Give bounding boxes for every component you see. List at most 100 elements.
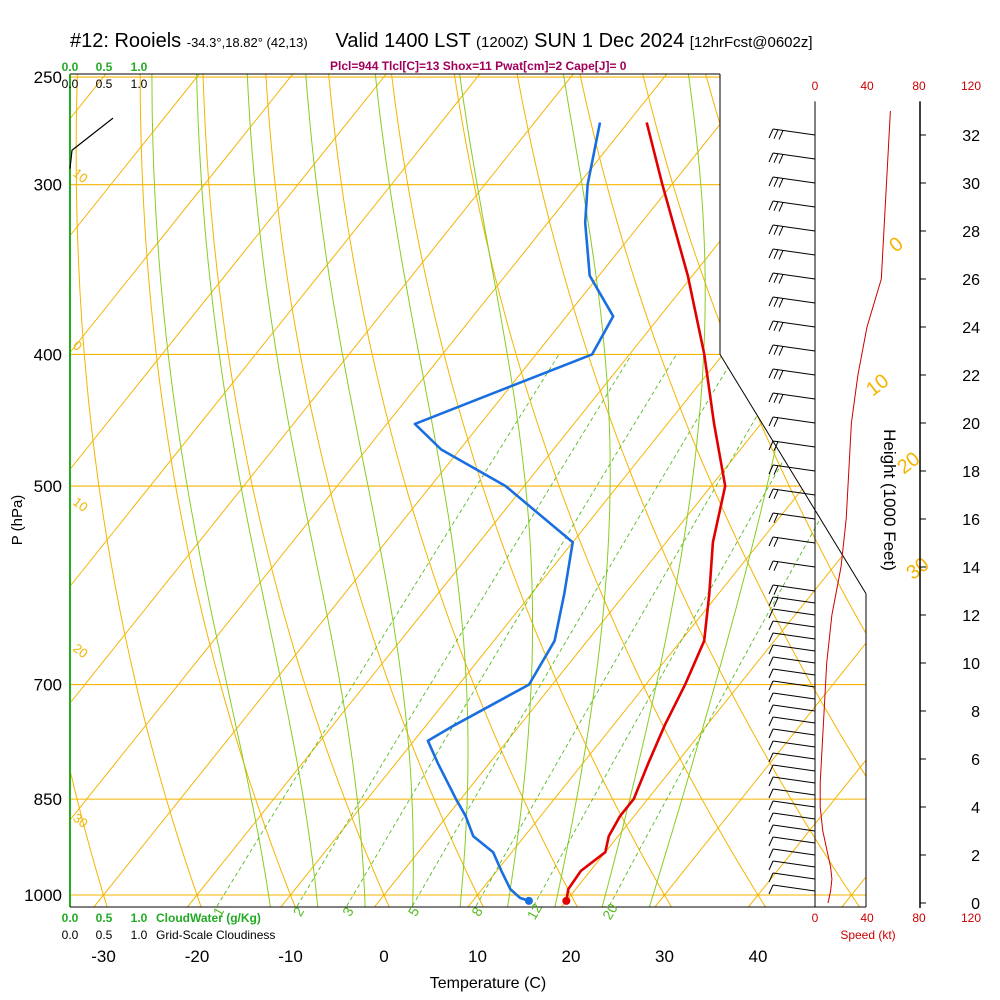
speed-tick-bottom: 40 [860,911,874,925]
speed-tick-top: 40 [860,79,874,93]
speed-tick-top: 120 [961,79,981,93]
wind-barb [768,656,816,667]
height-tick-label: 8 [971,704,980,721]
wind-barb [768,224,816,236]
height-tick-label: 24 [962,320,980,337]
moist-adiabat [372,74,469,907]
mixing-ratio-line [209,354,560,907]
wind-barb [768,764,816,775]
speed-tick-bottom: 120 [961,911,981,925]
isotherm-line [70,74,217,907]
pressure-tick-label: 700 [34,676,62,695]
dry-adiabat [201,74,395,907]
height-tick-label: 16 [962,512,980,529]
pressure-tick-label: 500 [34,477,62,496]
moist-adiabat [303,74,414,907]
wind-barb [768,560,816,571]
cloudwater-tick-bottom: 0.0 [62,911,79,925]
height-tick-label: 10 [962,656,980,673]
temperature-tick-label: 40 [749,947,768,966]
dry-adiabat [70,74,112,907]
isotherm-line [0,53,29,918]
station-name: #12: Rooiels [70,30,182,52]
isotherm-label: 30 [902,553,933,584]
wind-barb [768,488,816,499]
pressure-tick-label: 400 [34,345,62,364]
wind-barb [768,788,816,799]
speed-tick-top: 80 [912,79,926,93]
wind-barb [768,644,816,655]
mixing-ratio-label: 3 [339,904,357,919]
mixing-ratio-label: 5 [405,904,423,919]
dry-adiabat [139,74,301,907]
temperature-tick-label: 30 [655,947,674,966]
mixing-ratio-line [289,354,632,907]
cloudiness-tick-top: 1.0 [131,77,148,91]
cloudwater-tick-top: 0.0 [62,60,79,74]
isotherm-line [84,74,778,907]
adiabat-label: 10 [70,494,91,515]
adiabat-label: 20 [70,640,91,661]
dry-adiabat [450,74,773,907]
isotherm-line [739,74,866,907]
cloudwater-label: CloudWater (g/Kg) [156,911,261,925]
height-axis-label: Height (1000 Feet) [880,429,899,571]
adiabat-label: 10 [70,165,91,186]
isotherm-line [645,74,866,907]
wind-barb [768,176,816,188]
surface-dewpoint-point [524,896,533,905]
wind-barb [768,836,816,847]
mixing-ratio-line [339,354,677,907]
height-tick-label: 18 [962,464,980,481]
temperature-tick-label: -30 [91,947,116,966]
cloudiness-tick-bottom: 0.5 [96,928,113,942]
height-tick-label: 6 [971,752,980,769]
dry-adiabat [326,74,584,907]
wind-barb [768,248,816,260]
wind-barb [768,368,816,380]
adiabat-label: 0 [70,338,85,354]
dry-adiabat [75,74,206,907]
height-tick-label: 30 [962,176,980,193]
dry-adiabat [388,74,679,907]
height-tick-label: 20 [962,416,980,433]
cloudwater-tick-bottom: 0.5 [96,911,113,925]
dry-adiabat [512,74,866,907]
isotherm-line [70,74,404,907]
isotherm-line [70,74,591,907]
wind-barb [768,200,816,212]
pressure-tick-label: 250 [34,68,62,87]
temperature-line [565,122,727,902]
wind-barb [768,152,816,164]
height-tick-label: 14 [962,560,980,577]
forecast-date: SUN 1 Dec 2024 [534,30,685,52]
diagram-grid [0,53,1000,918]
wind-barb [768,512,816,523]
wind-barb [768,320,816,332]
mixing-ratio-line [526,354,845,907]
height-tick-label: 32 [962,128,980,145]
mixing-ratio-line [405,354,737,907]
chart-title: #12: Rooiels -34.3°,18.82° (42,13) Valid… [70,30,813,53]
height-tick-label: 0 [971,896,980,913]
wind-barb [768,740,816,751]
isotherm-line [552,74,866,907]
wind-barb [768,692,816,703]
temperature-tick-label: 0 [379,947,388,966]
height-tick-label: 12 [962,608,980,625]
wind-barb [768,536,816,547]
cloudiness-label: Grid-Scale Cloudiness [156,928,275,942]
wind-barb [768,824,816,835]
pressure-tick-label: 850 [34,790,62,809]
isotherm-line [70,74,310,907]
dry-adiabat [575,74,866,907]
height-tick-label: 4 [971,800,980,817]
dry-adiabat [887,53,1000,918]
wind-barb [768,620,816,631]
plot-diagonal-border [719,354,867,594]
cloudiness-tick-bottom: 1.0 [131,928,148,942]
height-tick-label: 28 [962,224,980,241]
forecast-run: [12hrFcst@0602z] [689,34,813,51]
wind-barb [768,848,816,859]
wind-barb [768,860,816,871]
